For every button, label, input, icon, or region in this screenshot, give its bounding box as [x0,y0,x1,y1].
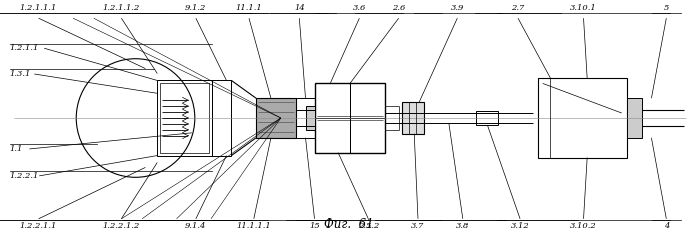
Bar [402,102,424,134]
Bar [161,83,209,153]
Bar [350,83,385,118]
Bar [627,98,641,138]
Bar [315,118,350,153]
Text: 2.7: 2.7 [512,4,525,12]
Text: 1.1: 1.1 [10,145,23,153]
Text: 3.10.1: 3.10.1 [570,4,597,12]
Text: 1.2.2.1.1: 1.2.2.1.1 [20,222,57,230]
Text: 5: 5 [664,4,669,12]
Bar [315,83,350,118]
Bar [350,118,385,153]
Bar [157,80,211,155]
Text: 1.2.1.1.2: 1.2.1.1.2 [103,4,140,12]
Bar [306,106,315,130]
Bar [211,80,232,155]
Text: Фиг.  61: Фиг. 61 [324,218,374,231]
Text: 14: 14 [294,4,305,12]
Text: 3.6: 3.6 [352,4,366,12]
Text: 9.1.4: 9.1.4 [185,222,207,230]
Text: 3.10.2: 3.10.2 [570,222,597,230]
Text: 1.2.2.1: 1.2.2.1 [10,172,39,180]
Text: 2.5.2: 2.5.2 [357,222,379,230]
Bar [477,111,498,125]
Text: 4: 4 [664,222,669,230]
Bar [315,83,385,153]
Text: 11.1.1: 11.1.1 [236,4,262,12]
Text: 1.3.1: 1.3.1 [10,70,31,78]
Text: 1.2.1.1: 1.2.1.1 [10,44,39,52]
Text: 3.7: 3.7 [411,222,424,230]
Text: 3.8: 3.8 [456,222,470,230]
Text: 9.1.2: 9.1.2 [185,4,207,12]
Bar [296,98,315,138]
Text: 3.9: 3.9 [451,4,464,12]
Bar [256,98,296,138]
Text: 3.12: 3.12 [511,222,530,230]
Text: 1.2.1.1.1: 1.2.1.1.1 [20,4,57,12]
Text: 15: 15 [309,222,320,230]
Text: 2.6: 2.6 [392,4,406,12]
Bar [537,78,627,158]
Text: 1.2.2.1.2: 1.2.2.1.2 [103,222,140,230]
Text: 11.1.1.1: 11.1.1.1 [237,222,272,230]
